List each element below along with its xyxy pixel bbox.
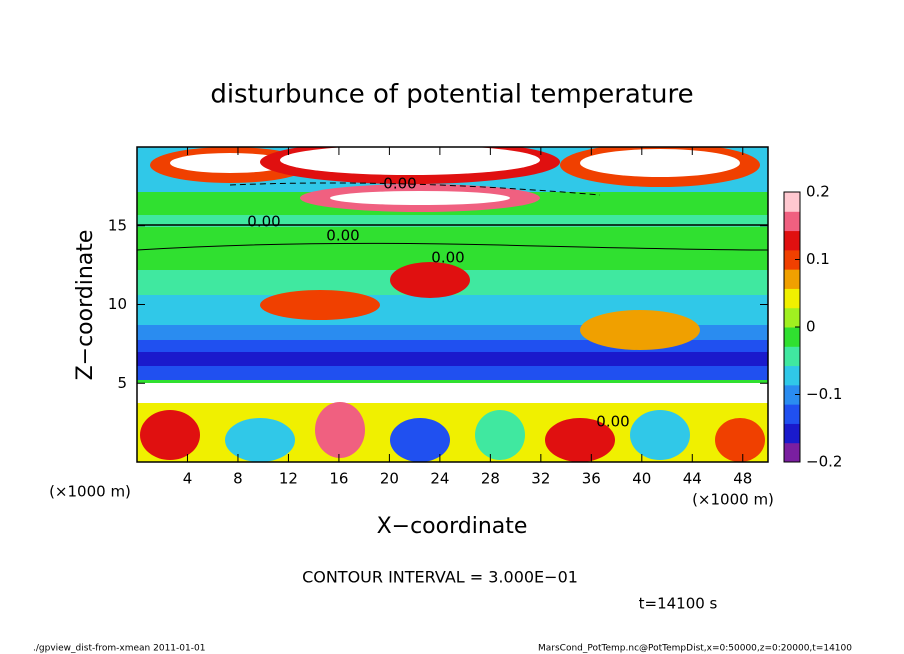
- y-axis-label: Z−coordinate: [73, 230, 98, 381]
- colorbar-tick-label: 0.2: [806, 183, 830, 201]
- x-tick-label: 32: [531, 470, 550, 488]
- contour-label: 0.00: [596, 413, 629, 431]
- y-tick-label: 5: [117, 374, 127, 392]
- contour-label: 0.00: [431, 249, 464, 267]
- x-unit-label: (×1000 m): [49, 483, 131, 501]
- y-tick-label: 10: [108, 295, 127, 313]
- x-tick-label: 28: [481, 470, 500, 488]
- colorbar-swatch: [784, 442, 800, 463]
- colorbar-tick-label: 0.1: [806, 250, 830, 268]
- colorbar-tick-label: 0: [806, 318, 816, 336]
- contour-interval: CONTOUR INTERVAL = 3.000E−01: [302, 568, 578, 587]
- colorbar-swatch: [784, 423, 800, 444]
- field: [137, 147, 768, 462]
- colorbar-swatch: [784, 404, 800, 424]
- footer-left: ./gpview_dist-from-xmean 2011-01-01: [33, 644, 205, 654]
- colorbar-swatch: [784, 249, 800, 270]
- x-tick-label: 36: [582, 470, 601, 488]
- x-tick-label: 16: [329, 470, 348, 488]
- x-axis-label: X−coordinate: [377, 514, 528, 539]
- colorbar-tick-label: −0.2: [806, 453, 842, 471]
- x-tick-label: 40: [632, 470, 651, 488]
- contour-label: 0.00: [247, 213, 280, 231]
- x-unit-label: (×1000 m): [692, 491, 774, 509]
- x-tick-label: 20: [380, 470, 399, 488]
- x-tick-label: 44: [683, 470, 702, 488]
- colorbar-tick-label: −0.1: [806, 385, 842, 403]
- colorbar-swatch: [784, 269, 800, 289]
- x-tick-label: 8: [233, 470, 243, 488]
- colorbar-swatch: [784, 365, 800, 386]
- colorbar-swatch: [784, 192, 800, 212]
- x-tick-label: 4: [183, 470, 193, 488]
- colorbar-swatch: [784, 384, 800, 405]
- colorbar-swatch: [784, 288, 800, 309]
- colorbar-swatch: [784, 211, 800, 232]
- colorbar-swatch: [784, 230, 800, 251]
- colorbar-swatch: [784, 307, 800, 328]
- x-tick-label: 24: [430, 470, 449, 488]
- footer-right: MarsCond_PotTemp.nc@PotTempDist,x=0:5000…: [538, 644, 852, 654]
- time-label: t=14100 s: [639, 595, 718, 613]
- colorbar-swatch: [784, 346, 800, 367]
- x-tick-label: 48: [733, 470, 752, 488]
- chart-title: disturbunce of potential temperature: [210, 80, 693, 110]
- y-tick-label: 15: [108, 216, 127, 234]
- contour-label: 0.00: [326, 227, 359, 245]
- contour-label: 0.00: [383, 175, 416, 193]
- colorbar-swatch: [784, 327, 800, 347]
- x-tick-label: 12: [279, 470, 298, 488]
